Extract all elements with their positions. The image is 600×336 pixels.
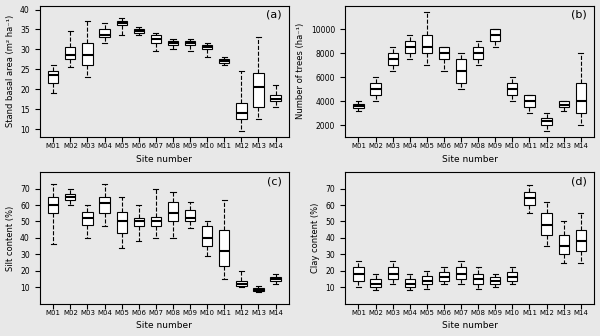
PathPatch shape [404, 279, 415, 287]
Text: (a): (a) [266, 9, 282, 19]
PathPatch shape [185, 210, 195, 221]
Text: (c): (c) [267, 176, 282, 186]
PathPatch shape [236, 103, 247, 119]
PathPatch shape [219, 59, 229, 63]
PathPatch shape [48, 71, 58, 83]
PathPatch shape [559, 101, 569, 107]
PathPatch shape [524, 192, 535, 205]
Text: (b): (b) [571, 9, 587, 19]
PathPatch shape [253, 288, 263, 291]
PathPatch shape [100, 197, 110, 213]
PathPatch shape [439, 47, 449, 59]
PathPatch shape [236, 281, 247, 286]
PathPatch shape [575, 83, 586, 113]
PathPatch shape [116, 22, 127, 26]
X-axis label: Site number: Site number [136, 322, 193, 330]
PathPatch shape [168, 202, 178, 221]
PathPatch shape [370, 279, 380, 287]
PathPatch shape [490, 30, 500, 41]
PathPatch shape [507, 83, 517, 95]
PathPatch shape [456, 59, 466, 83]
PathPatch shape [253, 73, 263, 107]
PathPatch shape [575, 230, 586, 251]
PathPatch shape [524, 95, 535, 107]
PathPatch shape [559, 235, 569, 254]
PathPatch shape [100, 30, 110, 37]
PathPatch shape [271, 277, 281, 282]
Y-axis label: Stand basal area (m² ha⁻¹): Stand basal area (m² ha⁻¹) [5, 15, 14, 127]
Y-axis label: Clay content (%): Clay content (%) [311, 203, 320, 273]
PathPatch shape [65, 47, 76, 59]
Y-axis label: Number of trees (ha⁻¹): Number of trees (ha⁻¹) [296, 23, 305, 119]
PathPatch shape [439, 272, 449, 281]
PathPatch shape [541, 118, 551, 125]
PathPatch shape [202, 226, 212, 246]
PathPatch shape [219, 230, 229, 266]
PathPatch shape [370, 83, 380, 95]
PathPatch shape [456, 267, 466, 279]
PathPatch shape [541, 213, 551, 235]
PathPatch shape [422, 276, 432, 284]
PathPatch shape [473, 274, 483, 284]
PathPatch shape [353, 103, 364, 108]
PathPatch shape [388, 53, 398, 65]
PathPatch shape [490, 277, 500, 284]
PathPatch shape [422, 35, 432, 53]
PathPatch shape [185, 41, 195, 45]
PathPatch shape [151, 216, 161, 226]
PathPatch shape [82, 43, 92, 65]
PathPatch shape [134, 30, 144, 34]
X-axis label: Site number: Site number [136, 155, 193, 164]
PathPatch shape [473, 47, 483, 59]
PathPatch shape [151, 35, 161, 43]
PathPatch shape [271, 95, 281, 101]
PathPatch shape [404, 41, 415, 53]
PathPatch shape [134, 218, 144, 226]
PathPatch shape [168, 41, 178, 45]
PathPatch shape [388, 267, 398, 279]
PathPatch shape [202, 45, 212, 49]
PathPatch shape [65, 194, 76, 200]
X-axis label: Site number: Site number [442, 155, 497, 164]
PathPatch shape [353, 267, 364, 281]
PathPatch shape [48, 197, 58, 213]
X-axis label: Site number: Site number [442, 322, 497, 330]
PathPatch shape [116, 212, 127, 233]
Text: (d): (d) [571, 176, 587, 186]
PathPatch shape [82, 212, 92, 225]
PathPatch shape [507, 272, 517, 281]
Y-axis label: Silt content (%): Silt content (%) [5, 205, 14, 270]
